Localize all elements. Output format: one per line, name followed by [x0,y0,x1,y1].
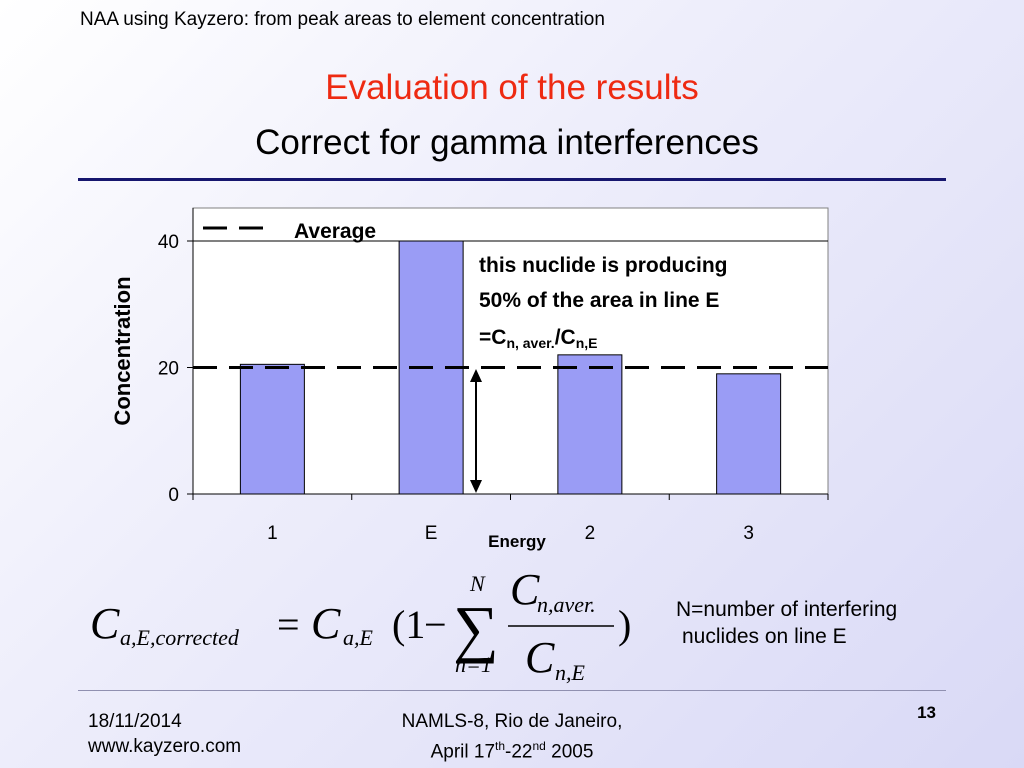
formula-open: (1 [392,602,425,647]
annotation-line3: =Cn, aver./Cn,E [479,326,597,351]
footer-date: 18/11/2014 [88,711,182,732]
footer-url[interactable]: www.kayzero.com [88,736,242,757]
formula-note: N=number of interfering nuclides on line… [676,596,897,650]
formula-lhs: C [90,599,120,648]
arrow-head-up [470,369,482,382]
formula-rhs-subscript: a,E [343,625,374,650]
note-line2: nuclides on line E [682,625,847,648]
fraction-denominator-subscript: n,E [555,660,586,685]
legend-label: Average [294,220,376,243]
title-divider [78,178,946,181]
footer-left: 18/11/2014 www.kayzero.com [88,709,241,759]
y-tick-label: 20 [158,359,179,380]
sum-lower-limit: n=1 [455,652,492,677]
fraction-numerator-subscript: n,aver. [537,592,596,617]
slide-subtitle: Correct for gamma interferences [255,123,759,162]
footer-conference: NAMLS-8, Rio de Janeiro, April 17th-22nd… [340,709,684,764]
footer-divider [78,690,946,691]
formula-minus: − [424,602,447,647]
page-number: 13 [917,703,936,722]
y-axis-label: Concentration [110,276,135,425]
fraction-denominator: C [525,633,555,682]
y-ticks-layer: 0 20 40 [158,232,193,506]
formula-rhs: C [311,599,341,648]
arrow-head-down [470,480,482,493]
slide-header: NAA using Kayzero: from peak areas to el… [80,9,605,30]
x-ticks-layer: 1 E 2 3 [192,494,829,544]
annotation-line1: this nuclide is producing [479,254,728,277]
annotation-line2: 50% of the area in line E [479,289,719,312]
formula-lhs-subscript: a,E,corrected [120,625,240,650]
sum-upper-limit: N [469,571,486,596]
y-tick-label: 0 [168,485,179,506]
x-axis-label: Energy [488,532,546,551]
sigma-icon: ∑ [453,593,499,664]
conference-year: 2005 [545,741,594,763]
x-tick-label: E [425,523,438,544]
conference-date-sup1: th [495,739,506,753]
formula-equals: = [277,602,300,647]
x-tick-label: 1 [267,523,278,544]
x-tick-label: 3 [743,523,754,544]
fraction-numerator: C [510,565,540,614]
conference-date-sup2: nd [532,739,546,753]
formula-close: ) [618,602,631,647]
y-tick-label: 40 [158,232,179,253]
slide-title: Evaluation of the results [325,68,699,107]
note-line1: N=number of interfering [676,598,898,621]
conference-line2: April 17th-22nd 2005 [340,734,684,764]
conference-date-end: -22 [505,741,533,763]
conference-date-start: April 17 [430,741,496,763]
conference-line1: NAMLS-8, Rio de Janeiro, [401,711,623,732]
x-tick-label: 2 [585,523,596,544]
